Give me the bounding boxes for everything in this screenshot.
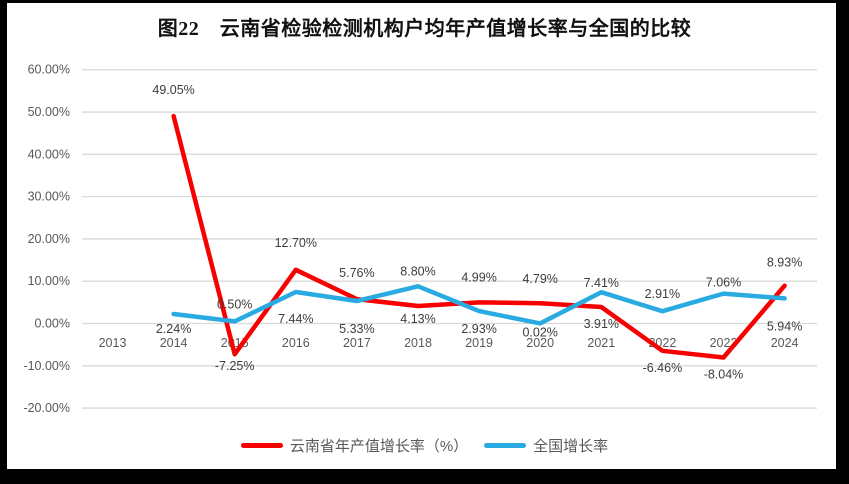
national-data-label: 5.33% bbox=[339, 322, 374, 336]
y-axis-tick-label: -10.00% bbox=[23, 359, 70, 373]
x-axis-tick-label: 2021 bbox=[587, 336, 615, 350]
y-axis-tick-label: 30.00% bbox=[28, 190, 70, 204]
yunnan-growth-line bbox=[171, 113, 787, 360]
legend-label-national: 全国增长率 bbox=[533, 438, 609, 455]
y-axis-tick-label: 0.00% bbox=[35, 317, 70, 331]
yunnan-data-label: -8.04% bbox=[704, 368, 744, 382]
y-axis-tick-label: 10.00% bbox=[28, 274, 70, 288]
x-axis-tick-label: 2020 bbox=[526, 336, 554, 350]
yunnan-series-dash-icon bbox=[240, 443, 283, 448]
national-data-label: 2.24% bbox=[156, 322, 191, 336]
x-axis-tick-label: 2024 bbox=[771, 336, 799, 350]
y-axis-tick-label: 60.00% bbox=[28, 63, 70, 77]
national-data-label: 7.06% bbox=[706, 276, 741, 290]
x-axis-tick-label: 2018 bbox=[404, 336, 432, 350]
national-data-label: 2.93% bbox=[461, 322, 496, 336]
x-axis-tick-label: 2016 bbox=[282, 336, 310, 350]
yunnan-data-label: -7.25% bbox=[215, 359, 255, 373]
yunnan-data-label: 4.79% bbox=[522, 272, 557, 286]
legend-label-yunnan: 云南省年产值增长率（%） bbox=[289, 438, 469, 455]
national-data-label: 7.41% bbox=[584, 276, 619, 290]
national-data-label: 7.44% bbox=[278, 312, 313, 326]
yunnan-data-label: 5.76% bbox=[339, 266, 374, 280]
legend-item-national: 全国增长率 bbox=[484, 435, 608, 456]
y-axis-tick-label: -20.00% bbox=[23, 401, 70, 415]
y-axis-tick-label: 40.00% bbox=[28, 147, 70, 161]
yunnan-data-label: 4.99% bbox=[461, 270, 496, 284]
yunnan-data-label: 12.70% bbox=[275, 236, 317, 250]
x-axis-tick-label: 2019 bbox=[465, 336, 493, 350]
x-axis-tick-label: 2014 bbox=[160, 336, 188, 350]
national-data-label: 5.94% bbox=[767, 319, 802, 333]
legend-item-yunnan: 云南省年产值增长率（%） bbox=[240, 435, 469, 456]
chart-title: 图22 云南省检验检测机构户均年产值增长率与全国的比较 bbox=[157, 18, 692, 40]
x-axis-tick-label: 2013 bbox=[99, 336, 127, 350]
y-axis-tick-label: 50.00% bbox=[28, 105, 70, 119]
y-axis-tick-label: 20.00% bbox=[28, 232, 70, 246]
national-growth-line bbox=[171, 284, 787, 326]
chart-canvas bbox=[7, 3, 836, 469]
yunnan-data-label: 3.91% bbox=[584, 317, 619, 331]
national-data-label: 0.02% bbox=[522, 325, 557, 339]
yunnan-data-label: -6.46% bbox=[643, 361, 683, 375]
national-data-label: 8.80% bbox=[400, 264, 435, 278]
chart-legend: 云南省年产值增长率（%） 全国增长率 bbox=[0, 435, 849, 456]
national-series-dash-icon bbox=[484, 443, 527, 448]
yunnan-data-label: 49.05% bbox=[152, 83, 194, 97]
national-data-label: 2.91% bbox=[645, 287, 680, 301]
yunnan-data-label: 8.93% bbox=[767, 256, 802, 270]
x-axis-tick-label: 2017 bbox=[343, 336, 371, 350]
national-data-label: 0.50% bbox=[217, 297, 252, 311]
yunnan-data-label: 4.13% bbox=[400, 312, 435, 326]
